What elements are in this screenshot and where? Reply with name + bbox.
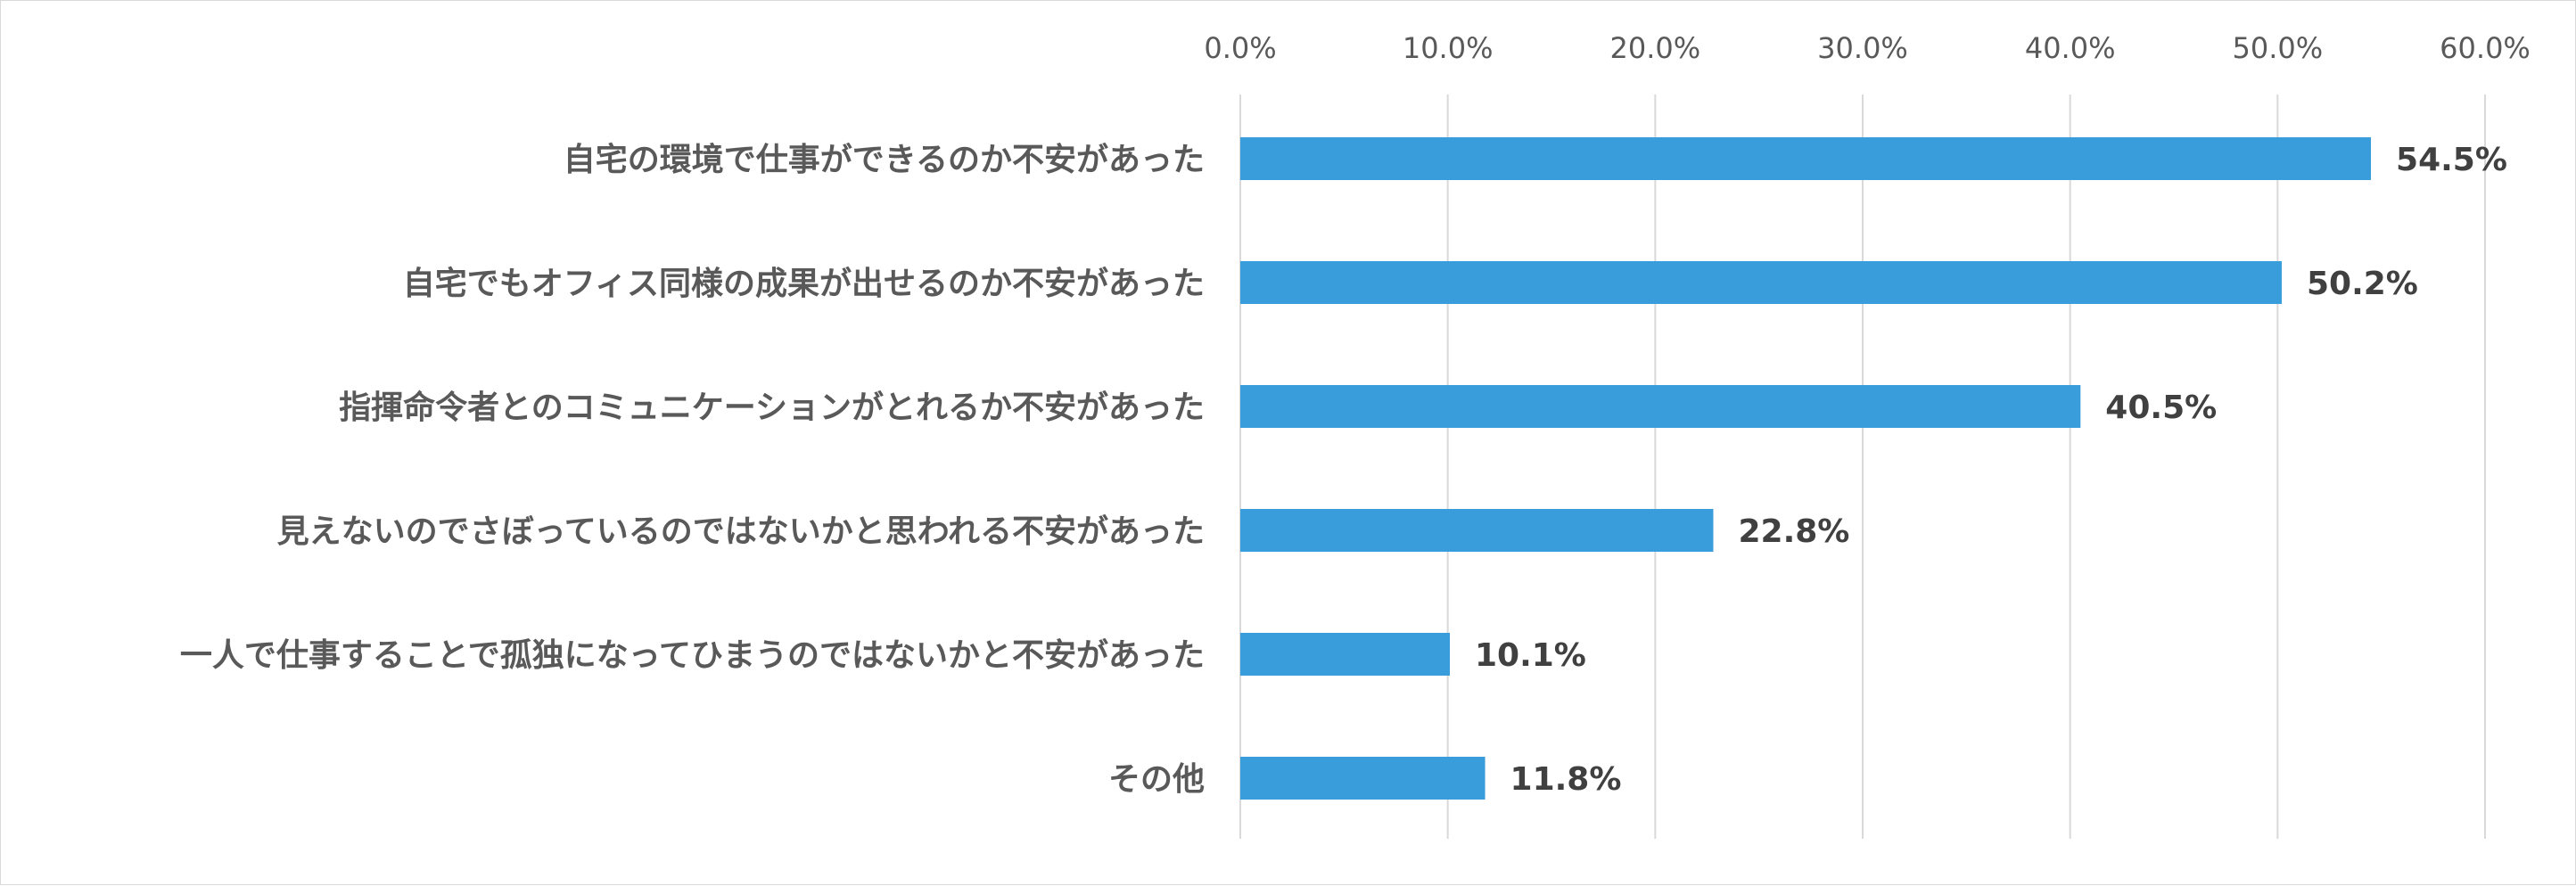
x-tick-label: 0.0% <box>1204 31 1276 65</box>
category-label: 自宅の環境で仕事ができるのか不安があった <box>564 141 1205 178</box>
category-label: 見えないのでさぼっているのではないかと思われる不安があった <box>277 513 1205 550</box>
bar <box>1240 137 2372 180</box>
category-label: 指揮命令者とのコミュニケーションがとれるか不安があった <box>339 389 1205 426</box>
data-label: 50.2% <box>2307 266 2418 302</box>
category-label: 一人で仕事することで孤独になってひまうのではないかと不安があった <box>180 637 1205 674</box>
x-tick-label: 30.0% <box>1817 31 1908 65</box>
bar <box>1240 757 1486 800</box>
x-tick-label: 20.0% <box>1610 31 1701 65</box>
grid-layer <box>1239 94 2486 839</box>
data-label: 10.1% <box>1475 637 1586 674</box>
data-label: 40.5% <box>2105 390 2217 426</box>
x-tick-label: 40.0% <box>2025 31 2116 65</box>
x-tick-label: 60.0% <box>2440 31 2531 65</box>
x-axis-ticks: 0.0% 10.0% 20.0% 30.0% 40.0% 50.0% 60.0% <box>1204 31 2530 65</box>
x-tick-label: 10.0% <box>1403 31 1494 65</box>
category-label: その他 <box>1108 761 1205 798</box>
bar <box>1240 509 1714 552</box>
category-labels: 自宅の環境で仕事ができるのか不安があった自宅でもオフィス同様の成果が出せるのか不… <box>180 141 1205 798</box>
data-labels: 54.5% 50.2% 40.5% 22.8% 10.1% 11.8% <box>1475 142 2507 798</box>
data-label: 11.8% <box>1510 761 1622 798</box>
bar <box>1240 261 2282 304</box>
category-label: 自宅でもオフィス同様の成果が出せるのか不安があった <box>403 265 1205 302</box>
bars <box>1240 137 2372 800</box>
bar <box>1240 385 2081 428</box>
data-label: 22.8% <box>1738 513 1849 550</box>
bar <box>1240 633 1450 676</box>
x-tick-label: 50.0% <box>2233 31 2324 65</box>
data-label: 54.5% <box>2396 142 2507 178</box>
